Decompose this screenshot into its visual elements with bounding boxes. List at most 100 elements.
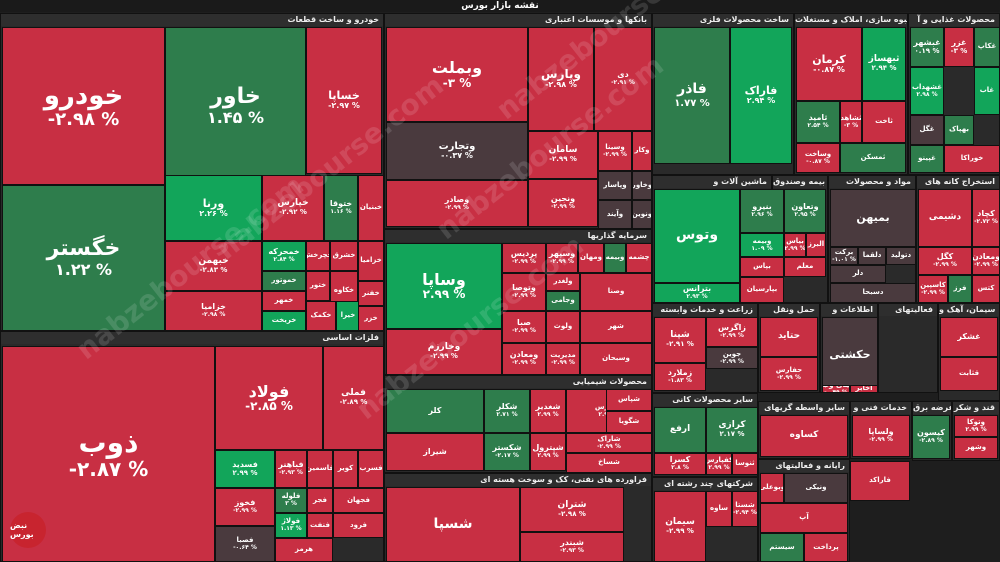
stock-tile[interactable]: ثشاهد -۳ % [840, 101, 862, 143]
stock-tile[interactable]: وصادر -۲.۹۹ % [386, 180, 528, 227]
stock-tile[interactable]: خشرق [330, 241, 358, 271]
stock-tile[interactable]: وساپا ۲.۹۹ % [386, 243, 502, 329]
stock-tile[interactable]: دشیمی [918, 189, 972, 247]
stock-tile[interactable]: کرمان -۰.۸۷ % [796, 27, 862, 101]
stock-tile[interactable]: آپ [760, 503, 848, 533]
stock-tile[interactable]: کیسون -۲.۸۹ % [912, 415, 950, 459]
stock-tile[interactable]: ولساپا -۲.۹۹ % [852, 415, 910, 457]
stock-tile[interactable]: مدیریت -۲.۹۹ % [546, 343, 580, 375]
stock-tile[interactable]: خگستر ۱.۲۲ % [2, 185, 165, 331]
stock-tile[interactable]: سامان -۲.۹۹ % [528, 131, 598, 179]
stock-tile[interactable]: ورنا ۲.۲۶ % [165, 175, 262, 241]
stock-tile[interactable]: پرداخت [804, 533, 848, 562]
stock-tile[interactable]: ثامید ۲.۵۴ % [796, 101, 840, 143]
stock-tile[interactable]: حفارس -۲.۹۹ % [760, 357, 818, 391]
stock-tile[interactable]: شتران -۲.۹۸ % [520, 487, 624, 532]
stock-tile[interactable]: کفپارس ۲.۹۹ % [706, 453, 732, 475]
stock-tile[interactable]: وتعاون ۲.۹۵ % [784, 189, 826, 233]
stock-tile[interactable]: حتاید [760, 317, 818, 357]
stock-tile[interactable]: های وب-۰.۴۹ % [822, 385, 850, 393]
stock-tile[interactable]: کاسپین -۲.۹۹ % [918, 275, 948, 303]
stock-tile[interactable]: وجامی [546, 291, 580, 311]
stock-tile[interactable]: وتجارت -۰.۳۷ % [386, 122, 528, 180]
stock-tile[interactable]: زملارد -۱.۸۳ % [654, 363, 706, 391]
stock-tile[interactable]: فنفت [307, 513, 333, 538]
stock-tile[interactable]: شسپا [386, 487, 520, 562]
stock-tile[interactable]: فاسمین [307, 450, 333, 488]
stock-tile[interactable]: اخابر [850, 385, 878, 393]
stock-tile[interactable]: شپاس [606, 389, 652, 411]
stock-tile[interactable]: معلم [784, 257, 826, 277]
stock-tile[interactable]: فرز [948, 275, 972, 303]
stock-tile[interactable]: وخاور [632, 171, 652, 200]
stock-tile[interactable]: ومعادن -۲.۹۹ % [502, 343, 546, 375]
stock-tile[interactable]: خیرا [336, 301, 360, 331]
stock-tile[interactable]: ونیکی [784, 473, 848, 503]
stock-tile[interactable]: ثمسکن [840, 143, 906, 173]
stock-tile[interactable]: شیراز [386, 433, 484, 471]
stock-tile[interactable]: خزامیا -۲.۹۸ % [165, 291, 262, 331]
stock-tile[interactable]: دتولید [886, 247, 916, 265]
stock-tile[interactable]: وشهر [954, 437, 998, 459]
stock-tile[interactable]: فجر [307, 488, 333, 513]
stock-tile[interactable]: برکت -۱.۰۱ % [830, 247, 858, 265]
stock-tile[interactable]: دلقما [858, 247, 886, 265]
stock-tile[interactable]: وتوصا -۲.۹۹ % [502, 273, 546, 311]
stock-tile[interactable]: غشکر [940, 317, 998, 357]
stock-tile[interactable]: خچرخش [306, 241, 330, 271]
stock-tile[interactable]: وتوکا ۲.۹۹ % [954, 415, 998, 437]
stock-tile[interactable]: ونوین [632, 200, 652, 229]
stock-tile[interactable]: ثبهساز ۲.۹۴ % [862, 27, 906, 101]
stock-tile[interactable]: خزر [358, 306, 384, 331]
stock-tile[interactable]: شبندر -۲.۹۳ % [520, 532, 624, 562]
stock-tile[interactable]: بنیرو ۲.۹۶ % [740, 189, 784, 233]
stock-tile[interactable]: ثاخت [862, 101, 906, 143]
stock-tile[interactable]: ولغدر [546, 273, 580, 291]
stock-tile[interactable]: ختوقا ۱.۱۶ % [324, 175, 358, 241]
stock-tile[interactable]: وبملت -۳ % [386, 27, 528, 122]
stock-tile[interactable]: بمیهن [830, 189, 916, 247]
stock-tile[interactable]: پردیس -۲.۹۹ % [502, 243, 546, 273]
stock-tile[interactable]: شهر [580, 311, 652, 343]
stock-tile[interactable]: دی -۲.۹۱ % [594, 27, 652, 131]
stock-tile[interactable]: فاراک ۲.۹۴ % [730, 27, 792, 164]
stock-tile[interactable]: خوراکا [944, 145, 1000, 173]
stock-tile[interactable]: کتس [972, 275, 1000, 303]
stock-tile[interactable]: ختور [306, 271, 330, 301]
stock-tile[interactable]: خموتور [262, 271, 306, 291]
stock-tile[interactable]: وکار [632, 131, 652, 171]
stock-tile[interactable]: خفنر [358, 281, 384, 306]
stock-tile[interactable]: شساخ [566, 453, 652, 473]
stock-tile[interactable]: خبهمن -۲.۸۳ % [165, 241, 262, 291]
stock-tile[interactable]: خمهر [262, 291, 306, 311]
stock-tile[interactable]: فاذر ۱.۷۷ % [654, 27, 730, 164]
stock-tile[interactable]: کگل -۲.۹۹ % [918, 247, 972, 275]
stock-tile[interactable]: غپینو [910, 145, 944, 173]
stock-tile[interactable]: ونجین -۲.۹۹ % [528, 179, 598, 227]
stock-tile[interactable]: چشمه [626, 243, 652, 273]
stock-tile[interactable]: ساوه [706, 491, 732, 527]
stock-tile[interactable]: ومعادن -۲.۹۹ % [972, 247, 1000, 275]
stock-tile[interactable]: صبا -۲.۹۹ % [502, 311, 546, 343]
stock-tile[interactable]: خریخت [262, 311, 306, 331]
stock-tile[interactable]: هرمز [275, 538, 333, 562]
stock-tile[interactable]: وسبحان [580, 343, 652, 375]
stock-tile[interactable]: بپارسیان [740, 277, 784, 303]
stock-tile[interactable]: وسپهر -۲.۹۹ % [546, 243, 578, 273]
stock-tile[interactable]: شکلر ۲.۷۱ % [484, 389, 530, 433]
stock-tile[interactable]: البرز [806, 233, 826, 257]
stock-tile[interactable]: فولاد -۲.۸۵ % [215, 346, 323, 450]
stock-tile[interactable]: حکشتی [822, 317, 878, 393]
stock-tile[interactable]: شگویا [606, 411, 652, 433]
stock-tile[interactable]: ولوث [546, 311, 580, 343]
stock-tile[interactable]: وبیمه ۱.۰۹ % [740, 233, 784, 257]
stock-tile[interactable]: فولاژ ۱.۱۳ % [275, 513, 307, 538]
stock-tile[interactable]: فسرب [358, 450, 384, 488]
stock-tile[interactable]: کساوه [760, 415, 848, 457]
stock-tile[interactable]: دسبحا [830, 283, 916, 303]
stock-tile[interactable]: کلر [386, 389, 484, 433]
stock-tile[interactable]: جوین -۲.۹۹ % [706, 347, 758, 369]
stock-tile[interactable]: بترانس ۲.۹۳ % [654, 283, 740, 303]
stock-tile[interactable]: خودرو -۲.۹۸ % [2, 27, 165, 185]
stock-tile[interactable]: کرازی ۲.۱۷ % [706, 407, 758, 453]
